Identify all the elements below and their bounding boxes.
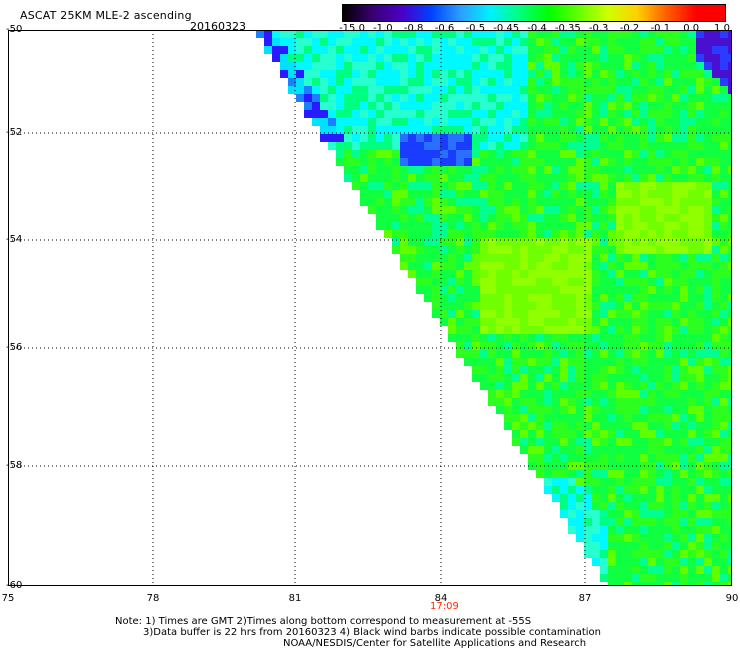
color-scale-bar [342, 4, 726, 22]
footer-notes: Note: 1) Times are GMT 2)Times along bot… [115, 616, 601, 649]
colorbar-segment [519, 5, 549, 21]
colorbar-tick-label: -0.8 [403, 23, 424, 34]
colorbar-segment [578, 5, 608, 21]
colorbar-tick-label: -0.4 [527, 23, 547, 34]
longitude-label: 87 [578, 593, 592, 604]
colorbar-tick-label: 1.0 [714, 23, 730, 34]
colorbar-tick-label: -0.3 [588, 23, 609, 34]
colorbar-segment [401, 5, 432, 21]
colorbar-tick-label: -0.6 [434, 23, 455, 34]
longitude-label: 81 [288, 593, 302, 604]
colorbar-segment [372, 5, 402, 21]
color-scale-labels: -15.0 -1.0 -0.8 -0.6 -0.5 -0.45 -0.4 -0.35 -0.3-… [338, 23, 738, 37]
colorbar-segment [548, 5, 579, 21]
latitude-label: -50 [6, 24, 23, 35]
colorbar-tick-label: 0.0 [683, 23, 700, 34]
note-line-3: NOAA/NESDIS/Center for Satellite Applica… [283, 638, 587, 649]
colorbar-tick-label: -0.45 [493, 23, 520, 34]
product-title: ASCAT 25KM MLE-2 ascending [20, 9, 192, 22]
longitude-label: 78 [146, 593, 160, 604]
colorbar-segment [460, 5, 490, 21]
colorbar-tick-label: -0.1 [650, 23, 671, 34]
colorbar-segment [666, 5, 696, 21]
wind-swath-data [256, 30, 732, 586]
colorbar-segment [636, 5, 667, 21]
colorbar-tick-label: -15.0 [339, 23, 365, 34]
colorbar-tick-label: -0.2 [619, 23, 640, 34]
latitude-label: -58 [6, 460, 23, 471]
colorbar-segment [607, 5, 637, 21]
colorbar-tick-label: -1.0 [373, 23, 393, 34]
latitude-label: -52 [6, 127, 23, 138]
graticule [8, 30, 732, 586]
note-line-2: 3)Data buffer is 22 hrs from 20160323 4)… [143, 627, 601, 638]
colorbar-segment [489, 5, 520, 21]
map-frame [8, 30, 732, 586]
colorbar-tick-label: -0.5 [465, 23, 486, 34]
colorbar-segment [431, 5, 461, 21]
colorbar-tick-label: -0.35 [554, 23, 581, 34]
latitude-label: -56 [6, 342, 23, 353]
longitude-label: 90 [725, 593, 739, 604]
pass-time-label: 17:09 [430, 601, 459, 612]
note-line-1: Note: 1) Times are GMT 2)Times along bot… [115, 616, 532, 627]
swath-map [8, 30, 732, 586]
product-date: 20160323 [190, 20, 246, 33]
latitude-label: -54 [6, 234, 23, 245]
latitude-label: -60 [6, 580, 23, 591]
longitude-label: 75 [1, 593, 15, 604]
colorbar-segment [343, 5, 373, 21]
colorbar-segment [695, 5, 725, 21]
longitude-label: 84 [434, 593, 448, 604]
